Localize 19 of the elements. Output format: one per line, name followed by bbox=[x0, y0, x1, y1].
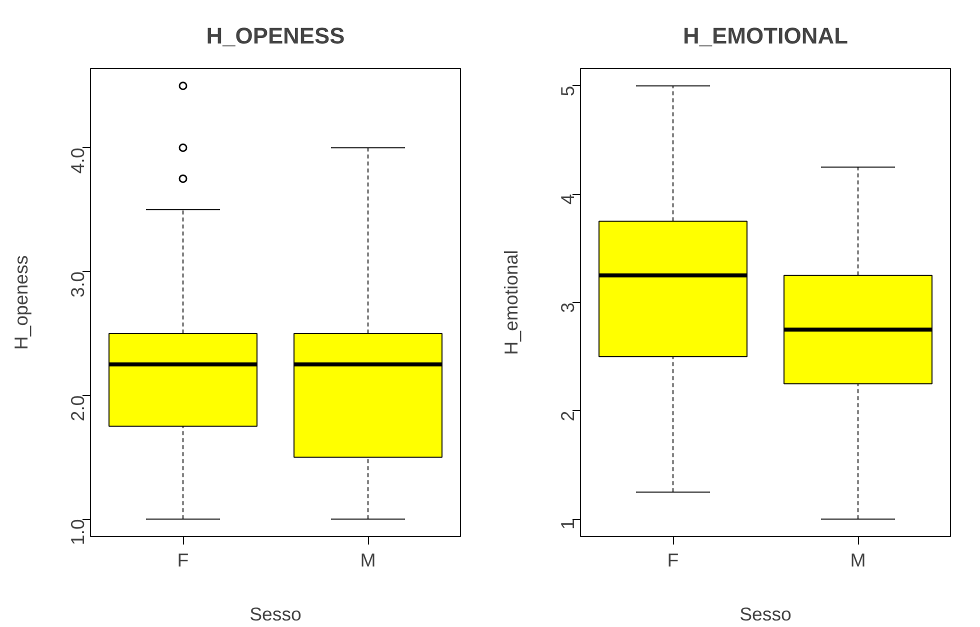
y-tick-label: 5 bbox=[557, 86, 578, 96]
x-tick-label: F bbox=[667, 550, 679, 570]
y-tick-label: 3 bbox=[557, 302, 578, 313]
x-axis-title: Sesso bbox=[740, 604, 792, 624]
x-tick-label: M bbox=[360, 550, 376, 570]
y-tick-label: 2 bbox=[557, 410, 578, 422]
x-tick-label: F bbox=[177, 550, 189, 570]
y-tick-label: 2.0 bbox=[67, 395, 88, 422]
y-tick-label: 1.0 bbox=[67, 519, 88, 546]
y-axis-title: H_openess bbox=[10, 255, 32, 350]
y-tick-label: 4.0 bbox=[67, 148, 88, 174]
chart-title: H_OPENESS bbox=[206, 22, 345, 48]
y-tick-label: 4 bbox=[557, 194, 578, 205]
y-tick-label: 3.0 bbox=[67, 272, 88, 298]
x-axis-title: Sesso bbox=[250, 604, 302, 624]
x-tick-label: M bbox=[850, 550, 866, 570]
y-axis-title: H_emotional bbox=[500, 250, 522, 355]
y-tick-label: 1 bbox=[557, 519, 578, 530]
chart-title: H_EMOTIONAL bbox=[683, 22, 848, 48]
